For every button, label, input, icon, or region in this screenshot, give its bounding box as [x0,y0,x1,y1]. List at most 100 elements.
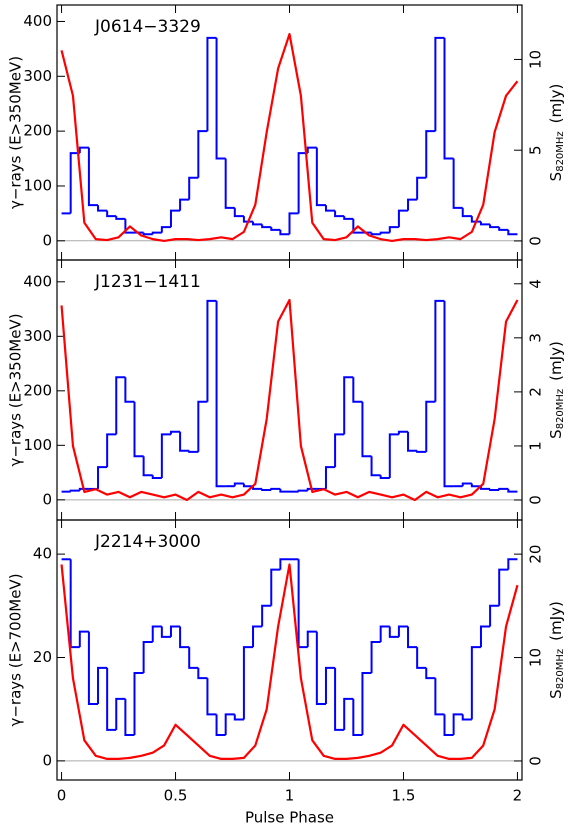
y2-tick-label: 20 [527,545,545,564]
x-tick-label: 0.5 [164,787,188,805]
y2-tick-label: 2 [527,387,545,397]
histogram-step [106,433,117,468]
panel-title: J2214+3000 [94,532,201,552]
histogram-step [352,698,363,737]
x-tick-label: 0 [57,787,67,805]
y2-tick-label: 3 [527,333,545,343]
y2-label-unit: (mJy) [547,341,565,381]
histogram-step [324,466,336,489]
histogram-step [507,229,518,236]
histogram-step [498,487,509,491]
y2-tick-label: 10 [527,648,545,667]
histogram-step [479,625,491,648]
histogram-step [388,433,399,479]
histogram-step [261,604,272,627]
histogram-step [434,299,445,402]
histogram-step [507,558,518,570]
y2-tick-label: 0 [527,756,545,766]
histogram-step [370,640,381,674]
y-tick-label: 400 [23,272,52,290]
histogram-step [279,488,290,493]
histogram-step [361,401,372,458]
histogram-step [470,646,481,720]
y-tick-label: 0 [42,490,52,508]
histogram-step [288,212,299,235]
y2-label-sub: 820MHz [555,649,566,689]
histogram-step [179,198,190,211]
y-tick-label: 0 [42,231,52,249]
histogram-step [78,487,89,491]
histogram-step [242,646,254,720]
histogram-step [443,37,454,160]
histogram-step [315,147,326,207]
histogram-step [425,400,436,452]
x-tick-label: 2 [513,787,523,805]
histogram-step [78,630,89,648]
y-tick-label: 20 [33,648,52,666]
histogram-step [507,488,518,493]
histogram-step [197,130,208,178]
histogram-step [324,205,336,212]
histogram-step [443,714,454,737]
histogram-step [352,218,363,234]
histogram-step [215,37,226,160]
y2-label-sub: 820MHz [555,389,566,429]
histogram-step [334,667,345,731]
histogram-step [407,626,418,649]
histogram-step [270,568,281,606]
histogram-step [179,626,190,649]
histogram-step [434,36,445,132]
y-axis-label: γ−rays (E>350MeV) [7,313,25,466]
histogram-step [479,221,491,226]
histogram-step [124,698,135,737]
histogram-step [434,678,445,716]
histogram-step [489,488,500,492]
histogram-step [261,224,272,229]
histogram-step [151,625,162,642]
histogram-step [489,224,500,229]
y2-axis-label: S820MHz (mJy) [547,341,567,439]
panel-title: J0614−3329 [94,17,201,37]
histogram-step [115,376,126,435]
histogram-step [361,672,372,736]
histogram-step [69,152,80,214]
histogram-step [416,176,427,200]
histogram-step [188,647,199,669]
y-tick-label: 300 [23,327,52,345]
histogram-step [370,456,381,477]
histogram-step [115,216,126,220]
histogram-step [270,227,281,231]
histogram-step [352,377,363,403]
histogram-step [233,207,244,218]
histogram-step [124,377,135,403]
histogram-step [407,198,418,211]
y-tick-label: 200 [23,122,52,140]
histogram-step [425,130,436,178]
histogram-step [461,714,472,721]
y2-tick-label: 5 [527,145,545,155]
histogram-step [188,176,199,200]
histogram-step [97,205,108,212]
histogram-step [379,231,390,235]
histogram-step [97,466,108,489]
histogram-step [206,36,217,132]
histogram-step [343,216,354,220]
histogram-step [388,626,399,638]
histogram-step [215,300,226,488]
y2-axis-label: S820MHz (mJy) [547,601,567,699]
histogram-step [306,487,317,491]
histogram-step [142,456,153,477]
histogram-step [69,489,80,492]
histogram-step [343,376,354,435]
histogram-step [206,678,217,716]
x-axis-label: Pulse Phase [245,809,334,827]
histogram-step [69,559,80,649]
histogram-step [489,604,500,627]
histogram-step [179,431,190,452]
y2-label-unit: (mJy) [547,84,565,124]
histogram-step [87,147,99,207]
histogram-step [142,232,153,236]
histogram-step [106,667,117,731]
histogram-step [151,475,162,480]
